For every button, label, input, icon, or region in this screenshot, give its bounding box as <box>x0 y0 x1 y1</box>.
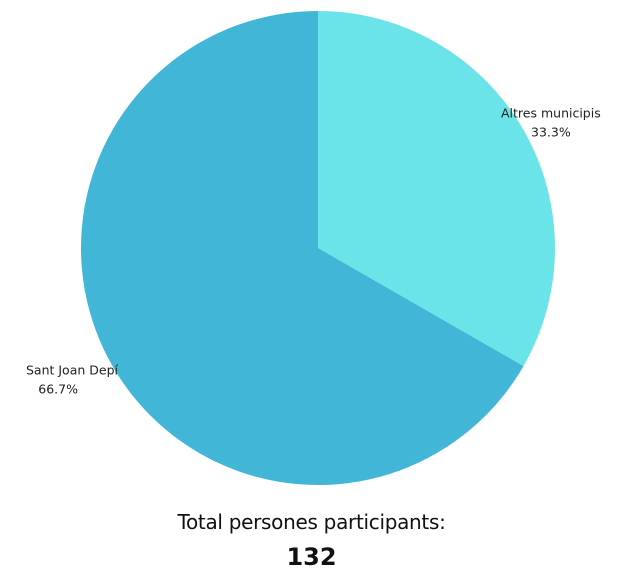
total-value: 132 <box>286 543 337 571</box>
total-label: Total persones participants: <box>177 510 446 534</box>
pie-labels: Altres municipis 33.3% Sant Joan Depí 66.7% <box>26 105 601 396</box>
slice-percent-label-1: 66.7% <box>38 382 78 397</box>
pie-slices <box>80 11 555 485</box>
pie-slice-1 <box>80 11 524 485</box>
slice-name-label-0: Altres municipis <box>501 105 601 120</box>
slice-percent-label-0: 33.3% <box>531 124 571 139</box>
pie-slice-0 <box>318 11 555 367</box>
slice-name-label-1: Sant Joan Depí <box>26 363 119 378</box>
pie-chart: Altres municipis 33.3% Sant Joan Depí 66.7% <box>26 11 601 485</box>
